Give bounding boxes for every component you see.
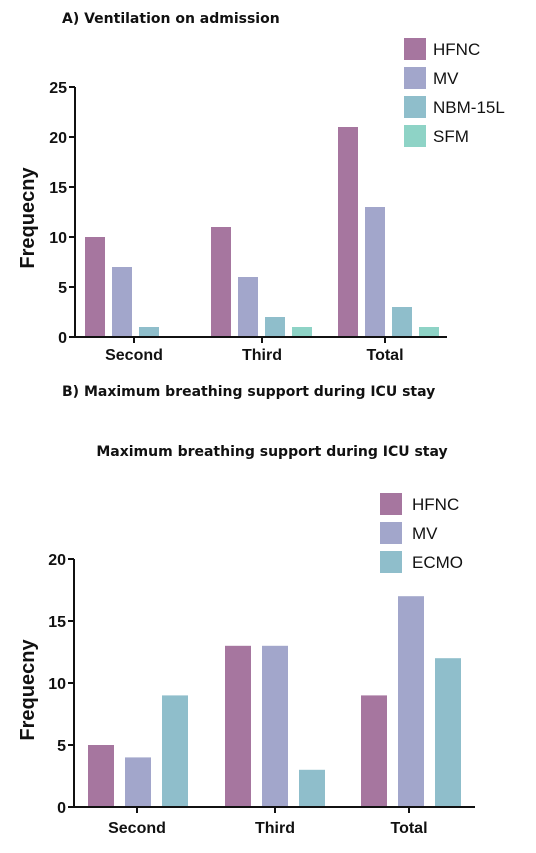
x-tick-label: Total [366,347,403,364]
bar-hfnc-total [361,695,387,807]
y-tick-label: 0 [57,800,66,817]
bar-nbm-15l-total [392,307,412,337]
x-tick-label: Third [255,820,295,837]
y-tick-label: 0 [58,330,67,347]
panel-b-label: B) Maximum breathing support during ICU … [62,384,435,400]
bar-mv-second [112,267,132,337]
y-tick-label: 5 [57,738,66,755]
legend-swatch-mv [404,67,426,89]
chart-ventilation-on-admission: 0 5 10 15 20 25 Second Third Total Frequecny HFNC M… [17,38,505,364]
bar-mv-third [238,277,258,337]
bar-mv-third [262,645,288,807]
y-tick-label: 10 [49,230,67,247]
bar-hfnc-total [338,127,358,337]
bar-hfnc-second [85,237,105,337]
y-tick-label: 20 [48,552,66,569]
legend-swatch-sfm [404,125,426,147]
legend-swatch-nbm-15l [404,96,426,118]
y-axis-label: Frequecny [17,167,39,269]
y-tick-label: 15 [49,180,67,197]
x-tick-label: Third [242,347,282,364]
chart-maximum-breathing-support: 0 5 10 15 20 Second Third Total Frequecny HFNC MV E… [17,493,475,837]
x-tick-label: Second [105,347,163,364]
bar-hfnc-third [211,227,231,337]
legend-label-mv: MV [412,524,438,543]
legend-label-mv: MV [433,69,459,88]
panel-b-subtitle: Maximum breathing support during ICU sta… [96,444,447,460]
y-tick-label: 20 [49,130,67,147]
legend-label-nbm-15l: NBM-15L [433,98,505,117]
bar-hfnc-third [225,645,251,807]
legend-swatch-hfnc [404,38,426,60]
x-tick-label: Total [390,820,427,837]
panel-a-label: A) Ventilation on admission [62,11,280,27]
legend-swatch-hfnc [380,493,402,515]
bar-sfm-total [419,327,439,337]
bar-mv-total [365,207,385,337]
legend-label-sfm: SFM [433,127,469,146]
y-axis-label: Frequecny [17,639,39,741]
y-tick-label: 5 [58,280,67,297]
bar-ecmo-second [162,695,188,807]
y-tick-label: 25 [49,80,67,97]
bar-ecmo-total [435,658,461,807]
legend-label-hfnc: HFNC [433,40,480,59]
bar-nbm-15l-third [265,317,285,337]
legend-swatch-mv [380,522,402,544]
legend-label-ecmo: ECMO [412,553,463,572]
bar-mv-total [398,596,424,807]
bar-nbm-15l-second [139,327,159,337]
x-tick-label: Second [108,820,166,837]
legend-swatch-ecmo [380,551,402,573]
y-tick-label: 10 [48,676,66,693]
legend-label-hfnc: HFNC [412,495,459,514]
bar-sfm-third [292,327,312,337]
bar-mv-second [125,757,151,807]
bar-hfnc-second [88,745,114,807]
y-tick-label: 15 [48,614,66,631]
bar-ecmo-third [299,769,325,807]
